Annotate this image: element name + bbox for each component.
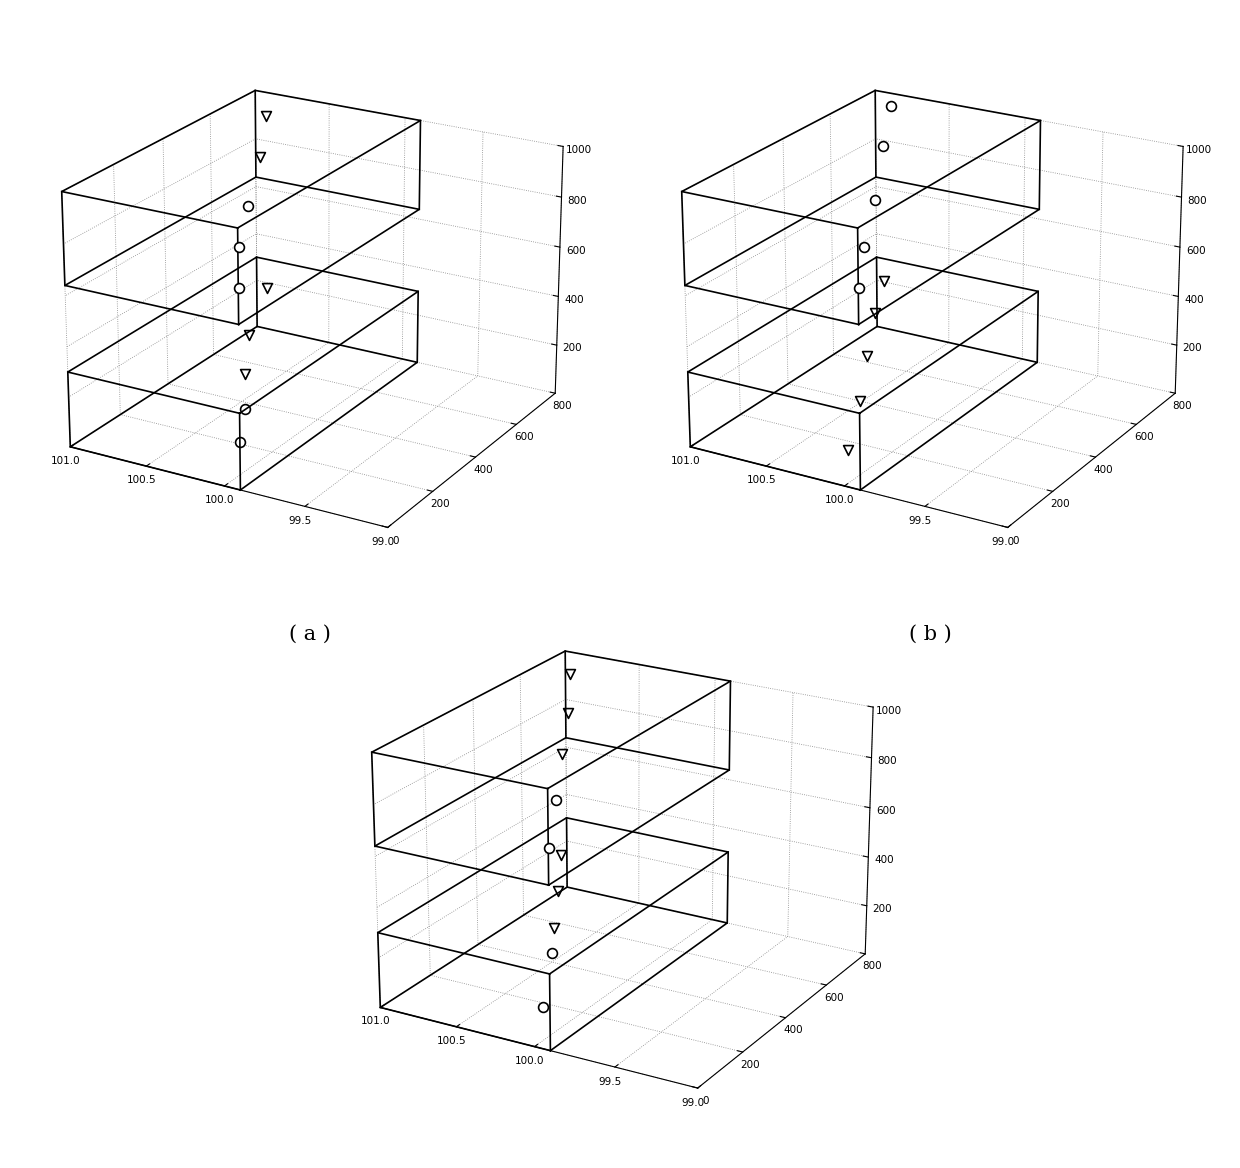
Text: ( b ): ( b ) xyxy=(909,625,951,644)
Text: ( a ): ( a ) xyxy=(289,625,331,644)
